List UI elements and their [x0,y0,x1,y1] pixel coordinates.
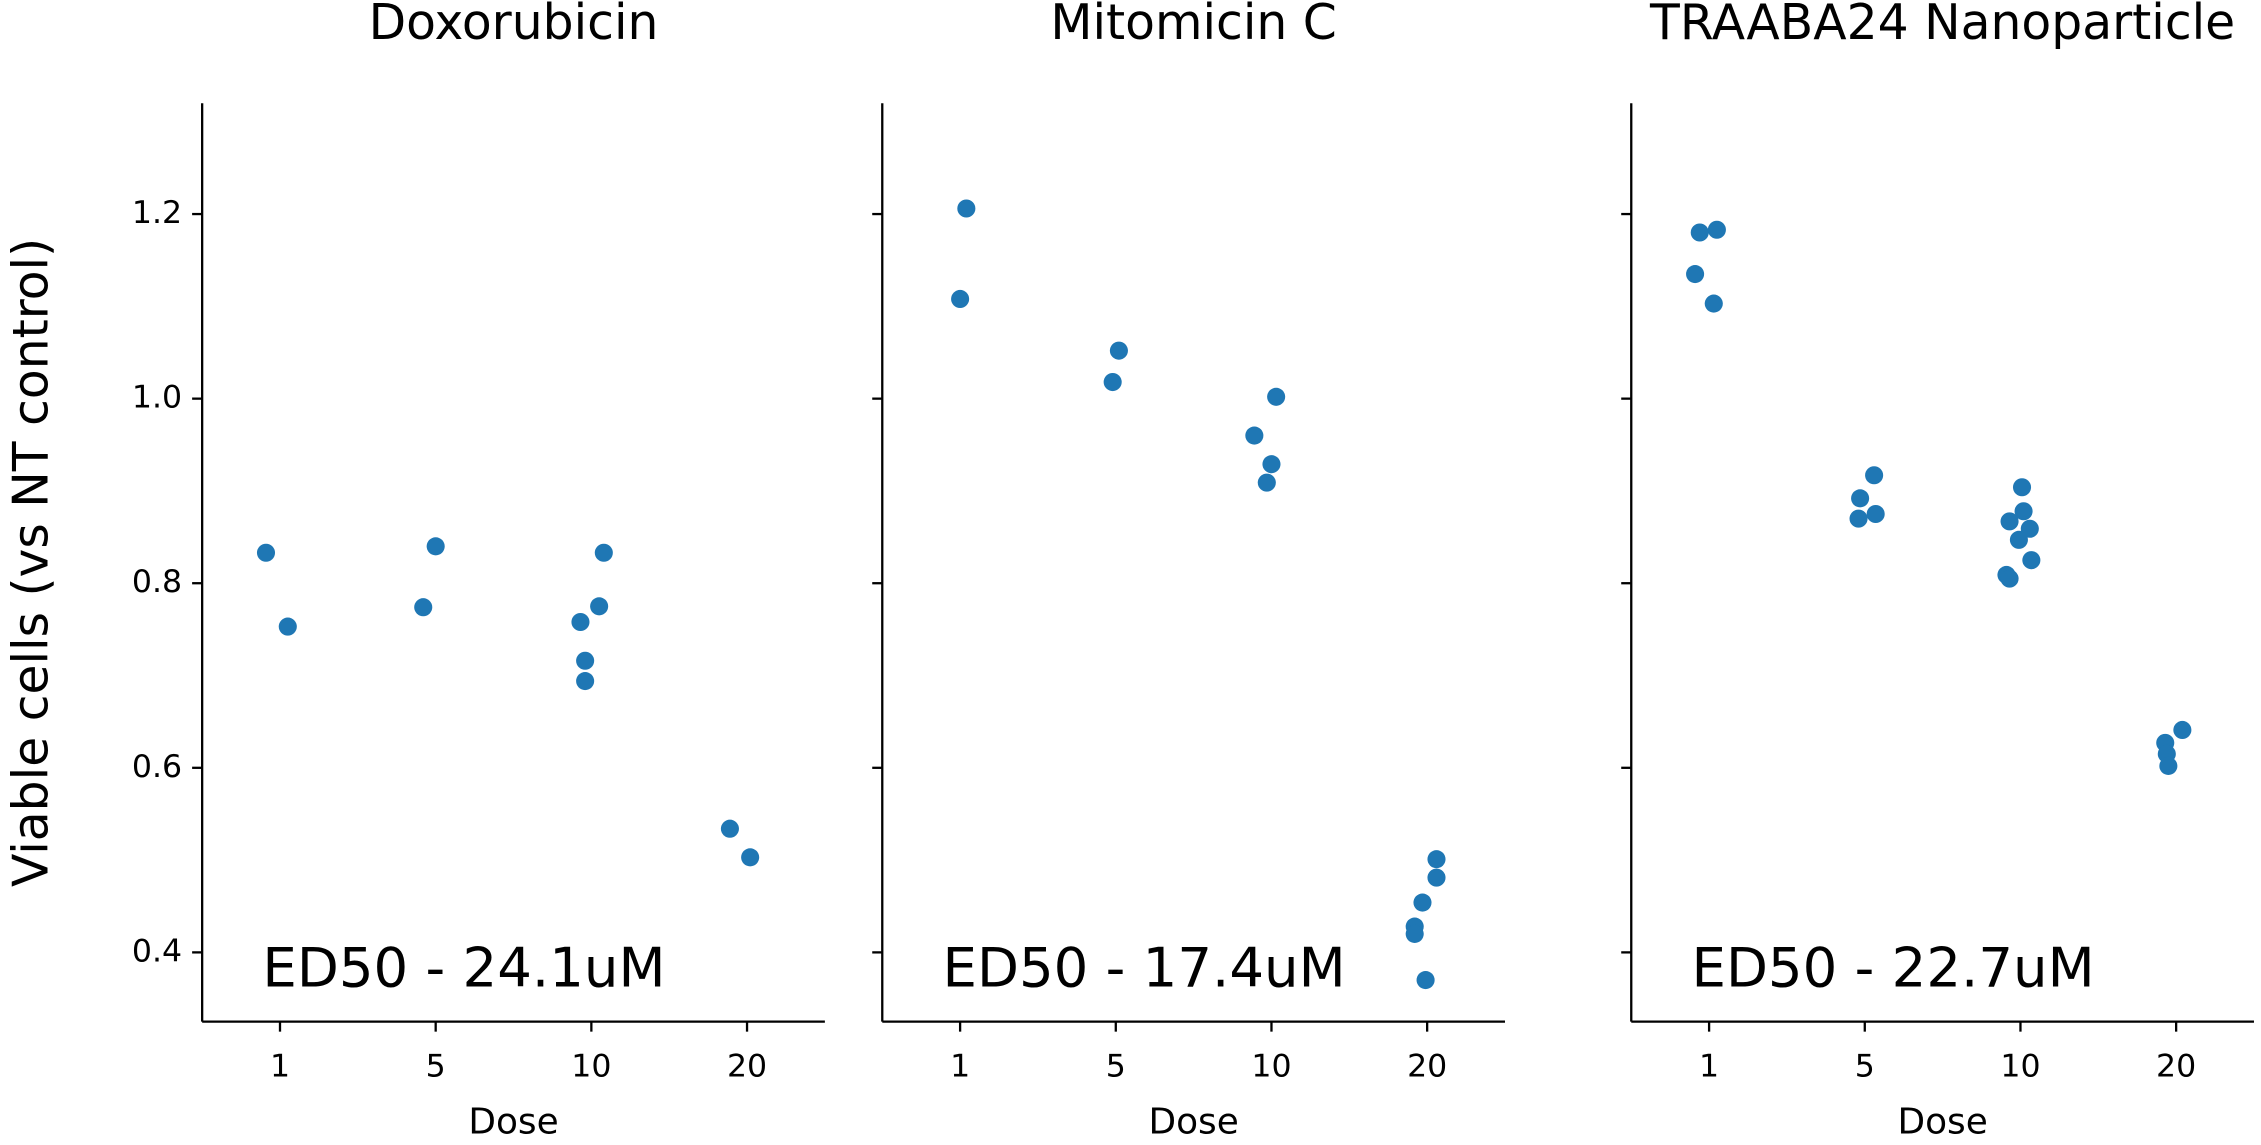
chart-title: TRAABA24 Nanoparticle [1649,0,2235,51]
point [2159,756,2178,775]
point [1704,294,1723,313]
point [2020,519,2039,538]
point [1262,455,1281,474]
point [1416,971,1435,990]
x-axis-label: Dose [468,1101,558,1142]
point [576,672,595,691]
y-tick-label: 0.6 [132,749,182,785]
point [1405,924,1424,943]
y-tick-label: 0.8 [132,564,182,600]
point [2014,502,2033,521]
point [414,598,433,617]
chart-title: Mitomicin C [1050,0,1336,51]
x-tick-label: 5 [426,1049,446,1085]
x-tick-label: 5 [1855,1049,1875,1085]
point [426,537,445,556]
point [256,543,276,562]
point [2173,720,2192,740]
point [1690,223,1709,242]
point [278,617,297,636]
y-axis-label: Viable cells (vs NT control) [2,238,59,887]
point [576,651,595,670]
x-tick-label: 10 [1251,1049,1291,1085]
y-tick-label: 1.2 [132,195,182,231]
point [594,543,613,562]
point [951,289,970,309]
point [1686,265,1705,284]
point [741,848,760,867]
point [1851,489,1870,508]
point [1267,387,1286,406]
point [1103,372,1122,392]
point [1707,220,1726,239]
x-tick-label: 1 [950,1049,970,1085]
x-tick-label: 10 [571,1049,611,1085]
annotation: ED50 - 17.4uM [943,936,1346,1000]
point [1427,850,1446,869]
point [2009,530,2028,549]
x-tick-label: 20 [2156,1049,2196,1085]
x-tick-label: 5 [1106,1049,1126,1085]
point [2000,512,2019,531]
point [2012,478,2032,497]
point [1865,466,1884,485]
point [957,199,976,218]
x-tick-label: 1 [270,1049,290,1085]
point [1257,473,1276,492]
x-axis-label: Dose [1148,1101,1238,1142]
y-tick-label: 0.4 [132,933,182,969]
point [2022,551,2041,570]
point [1849,509,1868,528]
point [1413,893,1432,912]
annotation: ED50 - 22.7uM [1692,936,2095,1000]
point [720,819,739,838]
point [1866,504,1885,524]
x-tick-label: 20 [1407,1049,1447,1085]
point [1427,868,1446,887]
x-axis-label: Dose [1897,1101,1987,1142]
point [2000,569,2019,588]
y-tick-label: 1.0 [132,380,182,416]
point [590,597,609,616]
chart-title: Doxorubicin [369,0,659,51]
x-tick-label: 20 [727,1049,767,1085]
x-tick-label: 10 [2000,1049,2040,1085]
x-tick-label: 1 [1699,1049,1719,1085]
point [1245,426,1264,445]
annotation: ED50 - 24.1uM [262,936,665,1000]
point [571,612,590,632]
point [1109,341,1128,360]
